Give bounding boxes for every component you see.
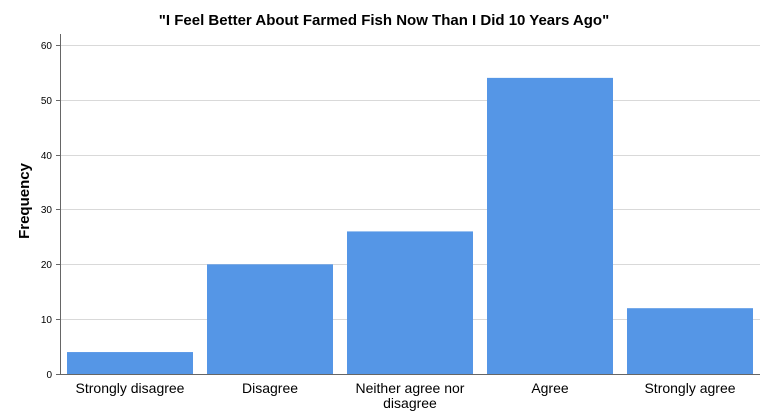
y-tick-label: 10 — [41, 315, 53, 326]
x-tick-label: Agree — [531, 380, 569, 396]
bar — [627, 308, 753, 374]
x-tick-label-line: Strongly agree — [644, 380, 735, 396]
x-tick-label: Disagree — [242, 380, 298, 396]
y-tick-label: 0 — [46, 370, 52, 381]
y-tick-label: 30 — [41, 205, 53, 216]
x-tick-label-line: disagree — [383, 395, 437, 411]
x-tick-label: Strongly agree — [644, 380, 735, 396]
y-axis-label: Frequency — [16, 162, 33, 239]
x-tick-label: Neither agree nor disagree — [356, 380, 465, 411]
y-tick-label: 60 — [41, 41, 53, 52]
y-tick-label: 20 — [41, 260, 53, 271]
tick-labels: 0 10 20 30 40 50 60 Strongly disagree Disagree Ne… — [41, 41, 736, 411]
bar — [487, 77, 613, 374]
y-tick-label: 50 — [41, 96, 53, 107]
x-tick-label-line: Neither agree nor — [356, 380, 465, 396]
axes — [56, 34, 760, 375]
bar — [207, 264, 333, 374]
x-tick-label-line: Disagree — [242, 380, 298, 396]
x-tick-label: Strongly disagree — [76, 380, 185, 396]
x-tick-label-line: Agree — [531, 380, 569, 396]
y-tick-label: 40 — [41, 151, 53, 162]
bar — [67, 352, 193, 374]
x-tick-label-line: Strongly disagree — [76, 380, 185, 396]
chart-title: "I Feel Better About Farmed Fish Now Tha… — [159, 12, 609, 29]
bar — [347, 231, 473, 374]
bars — [67, 77, 753, 374]
